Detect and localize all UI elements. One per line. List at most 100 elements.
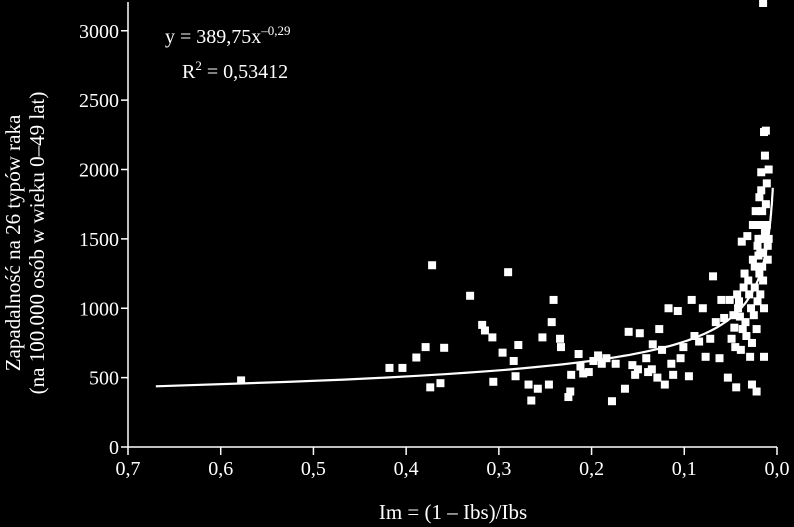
data-point xyxy=(426,383,435,392)
data-point xyxy=(736,345,745,354)
data-point xyxy=(628,361,637,370)
data-point xyxy=(720,313,729,322)
data-point xyxy=(466,291,475,300)
data-point xyxy=(690,332,699,340)
data-point xyxy=(611,359,620,368)
data-point xyxy=(648,340,657,349)
equation-label: y = 389,75x–0,29 xyxy=(165,23,291,48)
data-point xyxy=(731,343,740,352)
data-point xyxy=(753,297,762,306)
data-point xyxy=(743,232,752,241)
data-point xyxy=(567,370,576,379)
y-tick-label: 2000 xyxy=(79,160,119,182)
data-point xyxy=(723,373,732,382)
data-point xyxy=(746,352,755,361)
data-point xyxy=(744,276,753,285)
data-point xyxy=(737,237,746,246)
data-point xyxy=(753,241,762,250)
data-point xyxy=(760,304,769,313)
data-point xyxy=(655,325,664,334)
data-point xyxy=(760,352,769,361)
y-axis-title-line2: (na 100.000 osób w wieku 0–49 lat) xyxy=(25,92,49,395)
data-point xyxy=(749,311,758,320)
y-axis-title: Zapadalność na 26 typów raka (na 100.000… xyxy=(1,92,49,395)
y-tick-label: 2500 xyxy=(79,90,119,112)
x-tick-label: 0,7 xyxy=(116,458,141,480)
data-point xyxy=(538,333,547,342)
data-point xyxy=(412,353,421,362)
data-point xyxy=(684,372,693,381)
data-point xyxy=(725,295,734,304)
data-point xyxy=(687,295,696,304)
data-point xyxy=(759,0,768,7)
x-tick-label: 0,2 xyxy=(579,458,604,480)
data-point xyxy=(509,356,518,365)
data-point xyxy=(711,318,720,327)
data-point xyxy=(620,384,629,393)
data-point xyxy=(727,334,736,343)
x-tick-label: 0,1 xyxy=(672,458,697,480)
data-point xyxy=(667,359,676,368)
data-point xyxy=(633,365,642,374)
data-point xyxy=(761,200,770,209)
data-point xyxy=(747,380,756,389)
data-point xyxy=(624,327,633,336)
data-point xyxy=(594,351,603,360)
y-tick-label: 500 xyxy=(89,368,119,390)
data-point xyxy=(695,337,704,346)
data-point xyxy=(751,207,760,216)
data-point xyxy=(576,362,585,371)
x-tick-label: 0,5 xyxy=(301,458,326,480)
y-tick-label: 3000 xyxy=(79,21,119,43)
data-point xyxy=(752,387,761,396)
data-point xyxy=(524,380,533,389)
data-point xyxy=(664,304,673,313)
data-point xyxy=(597,359,606,368)
data-point xyxy=(544,380,553,389)
data-point xyxy=(760,227,769,236)
data-points xyxy=(237,0,773,406)
data-point xyxy=(642,354,651,363)
data-point xyxy=(752,325,761,334)
data-point xyxy=(756,221,765,229)
data-point xyxy=(533,384,542,393)
r-squared-label: R2 = 0,53412 xyxy=(182,58,288,83)
data-point xyxy=(631,370,640,379)
data-point xyxy=(673,307,682,316)
data-point xyxy=(735,312,744,321)
data-point xyxy=(574,350,583,359)
data-point xyxy=(566,387,575,396)
data-point xyxy=(658,345,667,354)
y-tick-label: 1500 xyxy=(79,229,119,251)
data-point xyxy=(758,207,767,216)
data-point xyxy=(717,295,726,304)
data-point xyxy=(488,333,497,342)
x-tick-label: 0,0 xyxy=(765,458,790,480)
data-point xyxy=(747,338,756,347)
data-point xyxy=(740,269,749,278)
data-point xyxy=(739,283,748,292)
data-point xyxy=(669,370,678,379)
data-point xyxy=(647,365,656,374)
data-point xyxy=(760,151,769,160)
data-point xyxy=(730,323,739,332)
data-point xyxy=(759,248,768,257)
data-point xyxy=(706,334,715,343)
data-point xyxy=(734,304,743,313)
data-point xyxy=(607,397,616,406)
data-point xyxy=(547,318,556,327)
y-tick-label: 1000 xyxy=(79,298,119,320)
data-point xyxy=(757,186,766,195)
data-point xyxy=(556,343,565,352)
x-axis-title: Im = (1 – Ibs)/Ibs xyxy=(379,500,527,524)
data-point xyxy=(742,332,751,340)
data-point xyxy=(480,326,489,335)
data-point xyxy=(398,363,407,372)
x-tick-label: 0,3 xyxy=(486,458,511,480)
tick-labels: 0 500 1000 1500 2000 2500 3000 0,7 0,6 0,5 0,4 0,3 0… xyxy=(79,21,790,480)
data-point xyxy=(579,369,588,378)
data-point xyxy=(762,221,771,229)
data-point xyxy=(440,343,449,352)
data-point xyxy=(747,304,756,313)
